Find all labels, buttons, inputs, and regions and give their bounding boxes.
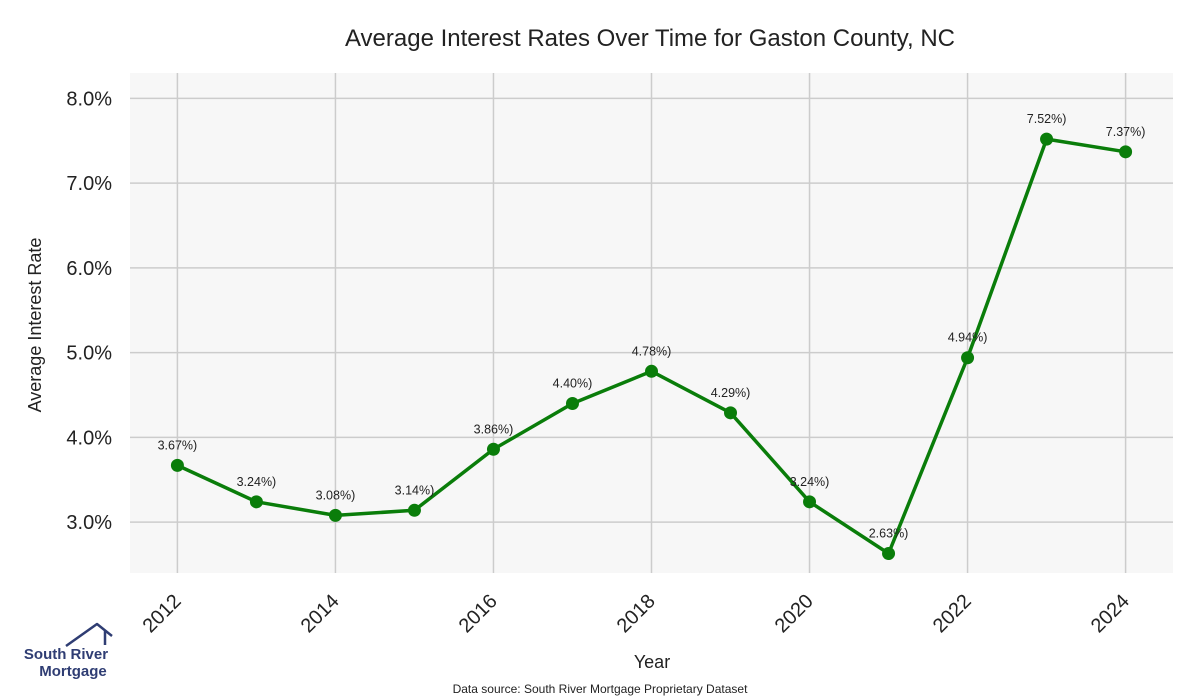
- data-label: 3.24%): [237, 475, 277, 489]
- data-labels: 3.67%) 3.24%) 3.08%) 3.14%) 3.86%) 4.40%) 4.78…: [158, 112, 1146, 540]
- data-label: 4.40%): [553, 377, 593, 391]
- data-label: 3.67%): [158, 438, 198, 452]
- data-label: 2.63%): [869, 527, 909, 541]
- data-point: [882, 547, 896, 561]
- chart-title: Average Interest Rates Over Time for Gas…: [345, 25, 955, 52]
- data-label: 3.86%): [474, 422, 514, 436]
- data-point: [249, 495, 263, 509]
- data-label: 4.94%): [948, 331, 988, 345]
- grid: [130, 73, 1173, 573]
- data-label: 7.37%): [1106, 125, 1146, 139]
- data-point: [645, 364, 658, 378]
- logo: South River Mortgage: [24, 622, 113, 680]
- x-tick-label: 2018: [613, 590, 660, 637]
- x-tick-label: 2022: [929, 590, 976, 637]
- y-tick-label: 6.0%: [66, 258, 112, 280]
- y-tick-label: 7.0%: [66, 173, 112, 195]
- x-tick-label: 2014: [297, 590, 344, 637]
- y-tick-label: 8.0%: [66, 88, 112, 110]
- data-point: [1040, 132, 1054, 146]
- data-point: [961, 351, 975, 365]
- y-tick-label: 5.0%: [66, 343, 112, 365]
- y-tick-label: 4.0%: [66, 427, 112, 449]
- x-tick-label: 2012: [139, 590, 186, 637]
- data-point: [724, 406, 738, 420]
- data-point: [170, 458, 184, 472]
- series: [170, 132, 1133, 561]
- house-roof-icon: [65, 622, 113, 648]
- y-axis-label: Average Interest Rate: [25, 238, 45, 413]
- data-label: 4.78%): [632, 344, 672, 358]
- data-label: 3.24%): [790, 475, 830, 489]
- logo-line2: Mortgage: [39, 663, 107, 680]
- logo-line1: South River: [24, 646, 108, 663]
- data-point: [803, 495, 817, 509]
- data-point: [565, 397, 579, 411]
- data-label: 7.52%): [1027, 112, 1067, 126]
- data-label: 3.14%): [395, 483, 435, 497]
- data-point: [407, 503, 421, 517]
- data-label: 3.08%): [316, 488, 356, 502]
- x-tick-label: 2016: [455, 590, 502, 637]
- x-axis-label: Year: [634, 652, 670, 672]
- x-axis-ticks: 2012 2014 2016 2018 2020 2022 2024: [139, 590, 1134, 637]
- y-tick-label: 3.0%: [66, 512, 112, 534]
- data-label: 4.29%): [711, 386, 751, 400]
- data-point: [328, 508, 342, 522]
- data-point: [486, 442, 500, 456]
- data-source-note: Data source: South River Mortgage Propri…: [453, 682, 748, 696]
- y-axis-ticks: 3.0% 4.0% 5.0% 6.0% 7.0% 8.0%: [66, 88, 112, 534]
- x-tick-label: 2020: [771, 590, 818, 637]
- data-point: [1119, 145, 1133, 159]
- x-tick-label: 2024: [1087, 590, 1134, 637]
